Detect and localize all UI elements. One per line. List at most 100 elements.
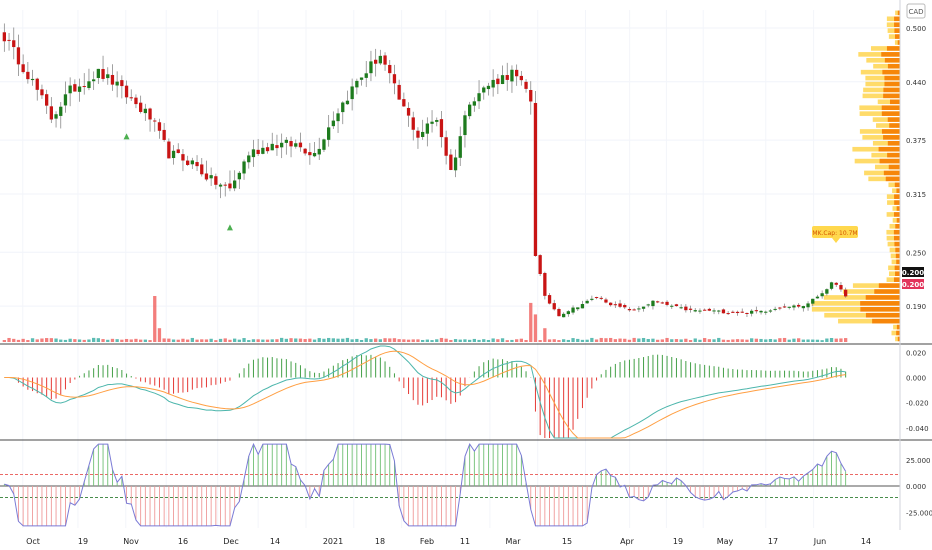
profile-row-total bbox=[887, 28, 900, 33]
candle bbox=[754, 306, 758, 314]
volume-bar bbox=[171, 339, 176, 342]
candle bbox=[449, 149, 453, 171]
candle-body bbox=[604, 299, 608, 303]
candle-body bbox=[538, 255, 542, 274]
candle bbox=[303, 148, 307, 156]
candle bbox=[806, 301, 810, 311]
candle bbox=[251, 139, 256, 167]
candle bbox=[844, 287, 848, 298]
profile-row-total bbox=[811, 306, 900, 312]
candle bbox=[773, 306, 777, 312]
candle-body bbox=[411, 117, 415, 130]
profile-row-total bbox=[888, 34, 900, 39]
time-tick-label: Dec bbox=[223, 537, 238, 546]
profile-row-total bbox=[895, 336, 900, 342]
candle-body bbox=[557, 309, 561, 317]
candle-body bbox=[421, 131, 425, 137]
volume-bar bbox=[336, 338, 340, 342]
candle bbox=[505, 62, 509, 91]
profile-row-total bbox=[859, 111, 900, 116]
time-tick-label: 2021 bbox=[323, 537, 343, 546]
volume-bar bbox=[237, 339, 241, 342]
volume-bar bbox=[637, 338, 641, 342]
candle-body bbox=[552, 303, 556, 310]
candle-body bbox=[477, 93, 481, 102]
candle-body bbox=[416, 130, 420, 138]
profile-row-total bbox=[876, 123, 900, 128]
volume-bar bbox=[261, 339, 265, 342]
candle-body bbox=[627, 308, 632, 311]
volume-bar bbox=[397, 339, 401, 342]
candle-body bbox=[712, 310, 716, 312]
volume-bar bbox=[632, 337, 636, 342]
candle bbox=[745, 312, 749, 317]
candle-body bbox=[449, 154, 453, 170]
profile-row-up bbox=[865, 295, 900, 300]
candle bbox=[63, 81, 68, 113]
profile-row-total bbox=[863, 87, 900, 93]
current-price-flag: 0.200 bbox=[902, 267, 924, 277]
volume-bar bbox=[712, 339, 716, 342]
candle-body bbox=[500, 75, 505, 85]
profile-row-total bbox=[892, 206, 900, 211]
profile-row-up bbox=[860, 301, 900, 306]
candle bbox=[646, 303, 650, 308]
volume-bar bbox=[303, 339, 307, 342]
profile-row-total bbox=[852, 283, 900, 288]
volume-bar bbox=[49, 338, 53, 342]
candle bbox=[110, 64, 115, 91]
candle bbox=[148, 107, 152, 132]
candle bbox=[397, 79, 401, 100]
volume-bar bbox=[458, 339, 462, 342]
volume-bar bbox=[491, 338, 495, 342]
oscillator-line bbox=[4, 442, 847, 527]
candle-body bbox=[30, 78, 35, 81]
oscillator-panel bbox=[0, 442, 900, 527]
candle-body bbox=[59, 106, 63, 116]
volume-bar bbox=[134, 338, 138, 342]
volume-bar bbox=[764, 339, 768, 342]
candle bbox=[129, 89, 133, 101]
candle-body bbox=[92, 79, 96, 82]
price-tick-label: 0.315 bbox=[906, 191, 926, 199]
candle-body bbox=[82, 86, 86, 88]
candle bbox=[101, 55, 105, 82]
volume-bar bbox=[820, 340, 824, 342]
profile-row-up bbox=[885, 176, 900, 182]
candle-body bbox=[773, 308, 777, 310]
candle-body bbox=[369, 61, 373, 74]
candle bbox=[359, 77, 364, 86]
candle-body bbox=[289, 141, 293, 147]
volume-bar bbox=[92, 337, 96, 342]
candle bbox=[204, 160, 209, 182]
candle bbox=[820, 290, 824, 299]
volume-bar bbox=[623, 338, 627, 342]
candle bbox=[331, 111, 335, 129]
volume-bar bbox=[101, 339, 105, 342]
candle bbox=[491, 69, 495, 97]
profile-row-up bbox=[896, 188, 900, 194]
currency-badge-box[interactable] bbox=[906, 3, 926, 19]
volume-bar bbox=[378, 339, 382, 342]
volume-bar bbox=[754, 338, 758, 342]
candle bbox=[515, 64, 519, 86]
candle-body bbox=[237, 172, 241, 180]
candle-body bbox=[468, 104, 472, 117]
volume-bar bbox=[590, 337, 594, 342]
candle-body bbox=[674, 304, 679, 307]
candle-body bbox=[811, 298, 815, 304]
candle-body bbox=[547, 295, 552, 304]
volume-bar bbox=[139, 339, 143, 342]
candle bbox=[73, 79, 77, 92]
volume-bar bbox=[167, 338, 171, 342]
profile-row-total bbox=[824, 312, 900, 318]
candle bbox=[665, 300, 669, 307]
profile-row-total bbox=[811, 301, 900, 306]
profile-row-up bbox=[894, 22, 900, 28]
candle bbox=[176, 143, 180, 154]
time-tick-label: Feb bbox=[420, 537, 434, 546]
candle bbox=[209, 167, 213, 186]
time-tick-label: 11 bbox=[460, 537, 470, 546]
profile-row-total bbox=[872, 140, 900, 146]
